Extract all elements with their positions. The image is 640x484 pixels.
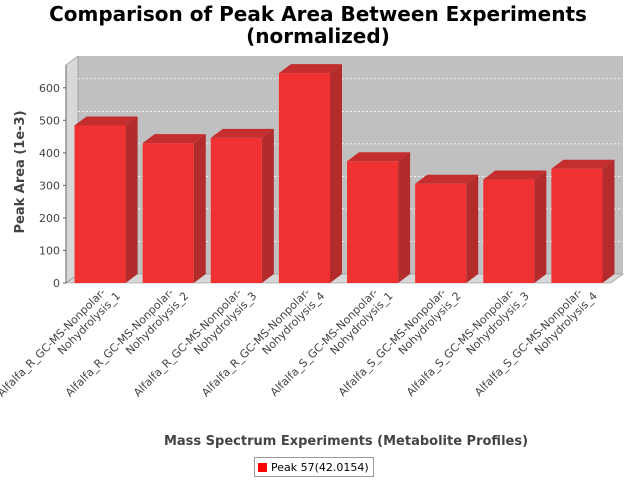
bar <box>347 161 399 283</box>
bar-top <box>142 134 206 144</box>
x-tick-label-line: Alfalfa_R_GC-MS-Nonpolar- <box>0 286 108 399</box>
x-tick-label-line: Alfalfa_S_GC-MS-Nonpolar- <box>472 286 585 399</box>
bar-top <box>551 159 615 169</box>
y-tick-label: 400 <box>39 147 60 160</box>
bar-side <box>534 170 547 283</box>
y-tick-label: 500 <box>39 114 60 127</box>
legend: Peak 57(42.0154) <box>254 457 374 477</box>
bar <box>415 183 467 283</box>
x-tick-label-line: Alfalfa_S_GC-MS-Nonpolar- <box>404 286 517 399</box>
x-tick-label-line: Alfalfa_S_GC-MS-Nonpolar- <box>336 286 449 399</box>
x-tick-label: Alfalfa_S_GC-MS-Nonpolar-Nohydrolysis_3 <box>404 280 532 408</box>
bar-side <box>261 128 274 283</box>
bar <box>551 168 603 283</box>
bar-top <box>210 128 274 138</box>
bar-side <box>602 159 615 283</box>
x-tick-label: Alfalfa_S_GC-MS-Nonpolar-Nohydrolysis_2 <box>336 280 464 408</box>
bar-top <box>483 170 547 180</box>
bar-side <box>125 116 138 283</box>
y-tick-label: 100 <box>39 244 60 257</box>
y-tick-label: 300 <box>39 179 60 192</box>
bar-top <box>415 174 479 184</box>
bar-side <box>329 64 342 283</box>
y-tick-label: 200 <box>39 212 60 225</box>
x-tick-label: Alfalfa_R_GC-MS-Nonpolar-Nohydrolysis_4 <box>199 280 327 408</box>
legend-label: Peak 57(42.0154) <box>271 460 369 474</box>
bar <box>210 137 262 283</box>
bar-side <box>193 134 206 283</box>
chart-title-line-2: (normalized) <box>246 24 390 48</box>
x-tick-label: Alfalfa_R_GC-MS-Nonpolar-Nohydrolysis_1 <box>0 280 123 408</box>
chart-title-line-1: Comparison of Peak Area Between Experime… <box>49 2 587 26</box>
bar <box>142 143 194 283</box>
x-tick-label-line: Alfalfa_S_GC-MS-Nonpolar- <box>268 286 381 399</box>
y-axis-title: Peak Area (1e-3) <box>13 110 28 233</box>
bar <box>278 73 330 283</box>
x-axis-title: Mass Spectrum Experiments (Metabolite Pr… <box>164 434 528 449</box>
legend-swatch <box>258 462 267 472</box>
x-tick-label-line: Alfalfa_R_GC-MS-Nonpolar- <box>199 286 312 399</box>
x-tick-label: Alfalfa_S_GC-MS-Nonpolar-Nohydrolysis_1 <box>268 280 396 408</box>
x-tick-label-line: Alfalfa_R_GC-MS-Nonpolar- <box>131 286 244 399</box>
y-tick-label: 600 <box>39 82 60 95</box>
x-tick-label: Alfalfa_S_GC-MS-Nonpolar-Nohydrolysis_4 <box>472 280 600 408</box>
x-tick-label: Alfalfa_R_GC-MS-Nonpolar-Nohydrolysis_2 <box>63 280 191 408</box>
bar <box>74 125 126 283</box>
plot-area: 0 100 200 300 400 500 600 Alfalfa_R_GC-MS-Nonpo… <box>0 55 624 408</box>
y-tick-label: 0 <box>53 277 60 290</box>
x-tick-label-line: Alfalfa_R_GC-MS-Nonpolar- <box>63 286 176 399</box>
bar-side <box>466 174 479 283</box>
bar-side <box>398 152 411 283</box>
bar-top <box>74 116 138 126</box>
x-tick-label: Alfalfa_R_GC-MS-Nonpolar-Nohydrolysis_3 <box>131 280 259 408</box>
bar-top <box>347 152 411 162</box>
bar <box>483 179 535 283</box>
bar-top <box>278 64 342 74</box>
